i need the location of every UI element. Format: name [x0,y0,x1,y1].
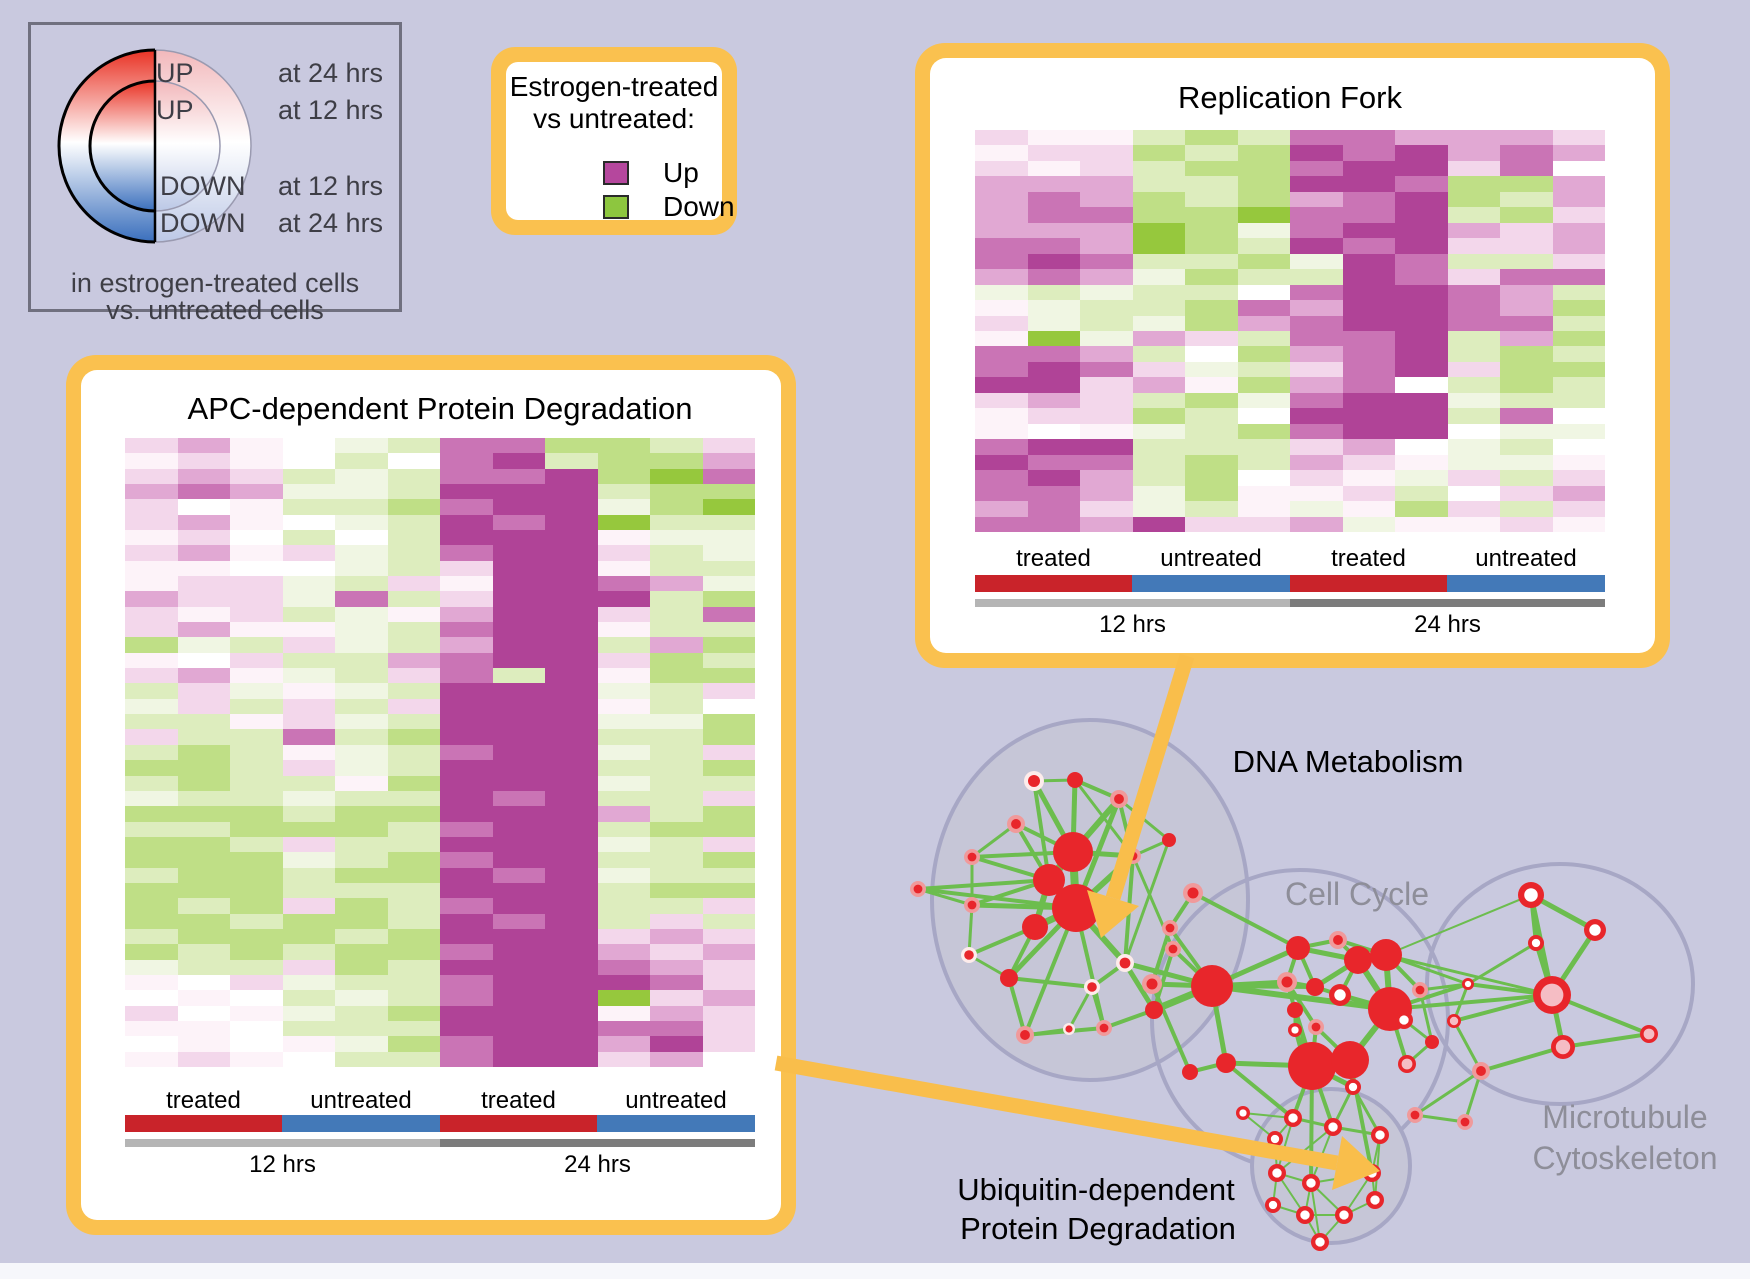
microtubule-label-line2: Cytoskeleton [1532,1140,1718,1176]
dna-metabolism-label: DNA Metabolism [1232,744,1464,779]
replication-fork-title: Replication Fork [1178,80,1402,115]
apc-title: APC-dependent Protein Degradation [187,391,693,426]
apc-group-untreated-12: untreated [310,1087,412,1114]
apc-12hr-bar [125,1139,440,1147]
up-swatch-icon [603,161,629,185]
down-label: Down [663,191,735,222]
apc-group-treated-12: treated [166,1087,241,1114]
legend-up-12: UP [156,95,194,125]
apc-panel: APC-dependent Protein Degradation treate… [66,355,796,1235]
apc-heatmap [125,438,755,1067]
ubiquitin-label-line1: Ubiquitin-dependent [957,1172,1235,1207]
rf-untreated-bar-12 [1132,575,1290,592]
apc-untreated-bar-12 [282,1115,440,1132]
legend-caption-line2: vs. untreated cells [106,295,324,325]
apc-24hr-bar [440,1139,755,1147]
replication-fork-heatmap [975,130,1605,532]
bottom-margin [0,1263,1750,1279]
rf-treated-bar-12 [975,575,1132,592]
rf-group-treated-24: treated [1331,545,1406,572]
apc-untreated-bar-24 [597,1115,755,1132]
ubiquitin-label-line2: Protein Degradation [960,1211,1236,1246]
cell-cycle-label: Cell Cycle [1284,876,1430,912]
legend-down-12-time: at 12 hrs [278,171,384,201]
estrogen-legend-title2: vs untreated: [533,103,695,134]
legend-up-12-time: at 12 hrs [278,95,384,125]
rf-12hr-bar [975,599,1290,607]
rf-group-untreated-12: untreated [1160,545,1262,572]
legend-down-24: DOWN [160,208,246,238]
microtubule-label-line1: Microtubule [1542,1099,1708,1135]
legend-up-24-time: at 24 hrs [278,58,384,88]
legend-caption-line1: in estrogen-treated cells [70,268,360,298]
apc-12hrs-label: 12 hrs [249,1151,316,1178]
apc-24hrs-label: 24 hrs [564,1151,631,1178]
rf-group-untreated-24: untreated [1475,545,1577,572]
rf-24hr-bar [1290,599,1605,607]
concentric-circle-legend-icon [57,48,252,244]
estrogen-legend-panel: Estrogen-treated vs untreated: Up Down [491,47,737,235]
apc-treated-bar-24 [440,1115,597,1132]
replication-fork-panel: Replication Fork treated untreated treat… [915,43,1670,668]
down-swatch-icon [603,195,629,219]
apc-treated-bar-12 [125,1115,282,1132]
legend-down-24-time: at 24 hrs [278,208,384,238]
apc-group-untreated-24: untreated [625,1087,727,1114]
rf-12hrs-label: 12 hrs [1099,611,1166,638]
rf-treated-bar-24 [1290,575,1447,592]
rf-24hrs-label: 24 hrs [1414,611,1481,638]
apc-group-treated-24: treated [481,1087,556,1114]
circle-legend-box: UP at 24 hrs UP at 12 hrs DOWN at 12 hrs… [28,22,402,325]
legend-down-12: DOWN [160,171,246,201]
rf-group-treated-12: treated [1016,545,1091,572]
rf-untreated-bar-24 [1447,575,1605,592]
estrogen-legend-title1: Estrogen-treated [509,71,719,102]
up-label: Up [663,157,699,188]
legend-up-24: UP [156,58,194,88]
